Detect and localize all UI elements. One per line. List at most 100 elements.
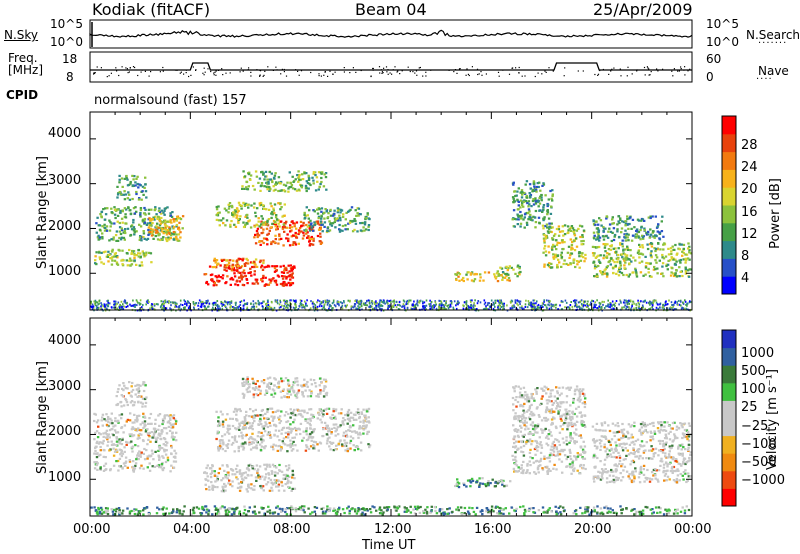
velocity-cell (241, 434, 244, 437)
power-ground-scatter-cell (304, 300, 306, 303)
velocity-cell (277, 416, 280, 419)
power-cell (178, 239, 181, 242)
power-cell (163, 209, 166, 212)
power-cell (307, 176, 310, 179)
velocity-cell (310, 413, 313, 416)
power-cell (602, 235, 605, 238)
power-cell (351, 230, 355, 233)
power-cell (631, 218, 635, 221)
power-cell (582, 239, 585, 243)
power-ground-scatter-cell (193, 307, 195, 310)
power-cell (237, 271, 240, 274)
power-ground-scatter-cell (184, 300, 186, 303)
power-ground-scatter-cell (423, 307, 425, 310)
power-ground-scatter-cell (423, 301, 426, 304)
velocity-cell (327, 430, 330, 433)
velocity-cell (216, 475, 219, 478)
velocity-cell (366, 432, 369, 436)
velocity-cell (337, 442, 340, 445)
power-cell (606, 243, 609, 246)
velocity-cell (309, 408, 313, 411)
power-cell (121, 249, 124, 252)
velocity-cell (349, 416, 353, 419)
velocity-cell (157, 433, 160, 436)
power-ground-scatter-cell (429, 307, 432, 310)
power-cell (534, 226, 537, 229)
power-cell (271, 278, 274, 281)
power-cell (120, 259, 123, 262)
power-cell (519, 222, 523, 225)
power-ground-scatter-cell (462, 307, 465, 310)
power-cell (247, 185, 250, 188)
velocity-cell (284, 475, 288, 478)
power-cell (151, 222, 154, 225)
power-cell (515, 218, 518, 221)
power-cell (163, 213, 166, 216)
power-cell (528, 194, 532, 197)
power-ground-scatter-cell (183, 299, 185, 302)
power-ground-scatter-cell (576, 306, 578, 308)
power-ground-scatter-cell (346, 304, 348, 307)
velocity-cell (327, 407, 331, 410)
power-ground-scatter-cell (383, 300, 385, 303)
power-cell (541, 209, 544, 212)
power-cell (597, 223, 600, 226)
power-cell (217, 262, 220, 265)
power-ground-scatter-cell (136, 300, 138, 303)
power-ground-scatter-cell (545, 299, 548, 302)
velocity-cell (287, 485, 290, 489)
power-cell (157, 217, 160, 220)
power-cell (263, 207, 266, 210)
velocity-cell (266, 425, 270, 429)
power-ground-scatter-cell (548, 301, 551, 304)
power-ground-scatter-cell (232, 306, 235, 309)
power-cell (523, 226, 526, 229)
velocity-cell (140, 429, 143, 432)
power-cell (274, 216, 278, 219)
power-cell (114, 216, 117, 220)
power-ground-scatter-cell (579, 300, 582, 303)
power-cell (115, 208, 118, 211)
power-cell (547, 198, 550, 201)
power-cell (241, 187, 244, 190)
power-cell (552, 243, 555, 246)
power-cell (636, 230, 639, 233)
velocity-cell (240, 475, 243, 478)
power-ground-scatter-cell (593, 303, 596, 306)
power-cell (579, 259, 583, 262)
velocity-cell (163, 414, 167, 417)
power-cell (597, 229, 601, 232)
velocity-cell (162, 456, 165, 459)
power-cell (158, 207, 161, 210)
power-cell (368, 218, 371, 221)
power-ground-scatter-cell (445, 300, 447, 303)
power-cell (643, 227, 646, 230)
power-cell (593, 264, 597, 267)
power-ground-scatter-cell (470, 307, 473, 309)
power-cell (505, 274, 508, 277)
velocity-cell (132, 468, 136, 471)
power-cell (674, 273, 677, 276)
power-cell (110, 211, 113, 214)
power-ground-scatter-cell (413, 300, 415, 303)
power-cell (545, 223, 549, 226)
power-ground-scatter-cell (300, 303, 303, 305)
power-cell (628, 258, 631, 261)
velocity-cell (304, 389, 307, 392)
power-cell (661, 262, 665, 265)
power-cell (245, 180, 248, 183)
power-ground-scatter-cell (316, 305, 319, 308)
power-ground-scatter-cell (547, 300, 550, 303)
velocity-cell (280, 481, 283, 484)
power-ground-scatter-cell (484, 301, 487, 304)
power-cell (272, 185, 275, 188)
power-cell (216, 211, 220, 215)
power-cell (265, 227, 269, 230)
power-cell (236, 211, 239, 214)
power-cell (240, 276, 244, 279)
power-ground-scatter-cell (388, 300, 390, 303)
power-cell (225, 219, 229, 222)
power-cell (684, 268, 688, 271)
power-ground-scatter-cell (613, 303, 615, 306)
velocity-cell (251, 488, 255, 491)
